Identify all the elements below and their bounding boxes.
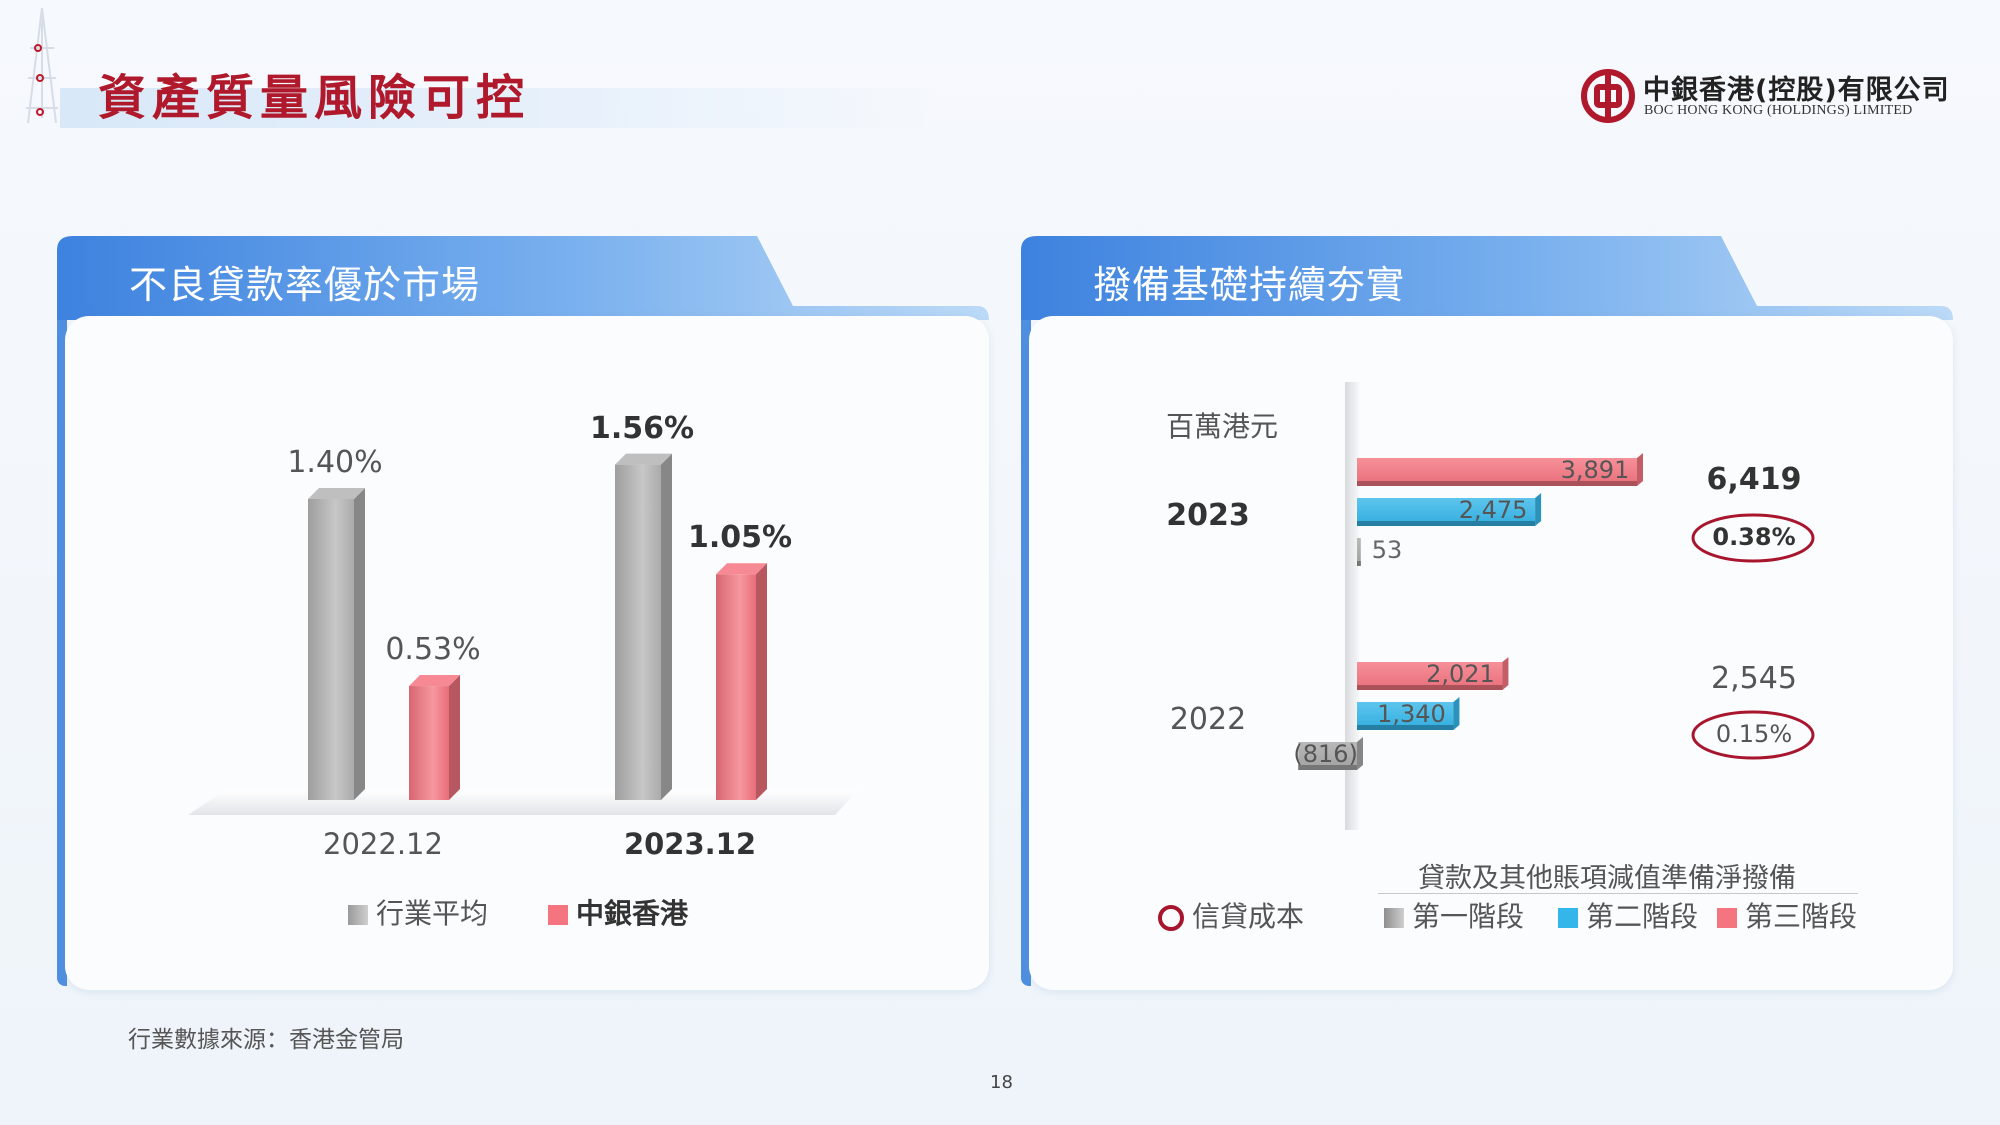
legend-swatch [1158, 905, 1184, 931]
credit-cost-label: 0.15% [1715, 720, 1793, 748]
boc-logo-icon [1581, 69, 1635, 123]
bar-2022-2 [1298, 737, 1363, 770]
company-name-cn: 中銀香港(控股)有限公司 [1643, 75, 1950, 106]
footnote: 行業數據來源：香港金管局 [128, 1027, 404, 1053]
data-label: (816) [1293, 740, 1358, 768]
data-label: 1,340 [1377, 700, 1446, 728]
bar-2022-1 [1357, 697, 1460, 730]
panel-accent-edge [1021, 286, 1031, 986]
legend-group-title: 貸款及其他賬項減值準備淨撥備 [1418, 863, 1796, 894]
page-number: 18 [990, 1072, 1013, 1093]
panel-title: 撥備基礎持續夯實 [1093, 263, 1406, 307]
bar-2023-0 [1357, 453, 1643, 486]
bar-2023.12-0 [615, 453, 672, 800]
legend-swatch [348, 905, 368, 925]
legend-stage-2: 第二階段 [1558, 895, 1698, 935]
legend-swatch [548, 905, 568, 925]
bar-2022.12-1 [409, 675, 460, 800]
legend-swatch [1558, 908, 1578, 928]
legend-swatch [1717, 908, 1737, 928]
data-label: 1.56% [589, 410, 695, 446]
bar-2023-1 [1357, 493, 1542, 526]
panel-header-tab [1021, 236, 1953, 320]
legend-stage-1: 第一階段 [1384, 895, 1524, 935]
legend-label: 行業平均 [376, 897, 489, 930]
legend-divider [1378, 893, 1858, 894]
credit-cost-circle [1691, 710, 1815, 760]
bar-2023-2 [1357, 538, 1361, 566]
legend-label: 第一階段 [1412, 900, 1525, 933]
panel-title: 不良貸款率優於市場 [129, 263, 481, 307]
legend-bochk: 中銀香港 [548, 892, 688, 932]
panel-header-tab [57, 236, 989, 320]
bar-2022.12-0 [308, 488, 365, 800]
legend-label: 第二階段 [1586, 900, 1699, 933]
panel-accent-edge [57, 286, 67, 986]
category-label: 2023 [1166, 498, 1250, 533]
category-label: 2022 [1169, 702, 1247, 737]
page-title: 資產質量風險可控 [98, 70, 531, 126]
panel-body [65, 316, 989, 990]
legend-industry-average: 行業平均 [348, 892, 488, 932]
legend-swatch [1384, 908, 1404, 928]
company-name-en: BOC HONG KONG (HOLDINGS) LIMITED [1644, 103, 1913, 118]
data-label: 1.40% [287, 445, 383, 480]
chart-axis-wall [1345, 382, 1359, 830]
provision-panel: 撥備基礎持續夯實 [1021, 236, 1953, 990]
legend-label: 信貸成本 [1192, 900, 1305, 933]
legend-label: 第三階段 [1745, 900, 1858, 933]
data-label: 53 [1371, 536, 1403, 564]
bar-2023.12-1 [716, 563, 767, 800]
category-label: 2022.12 [323, 827, 443, 861]
title-band [60, 88, 940, 128]
data-label: 2,475 [1458, 496, 1528, 524]
credit-cost-label: 0.38% [1712, 523, 1796, 551]
credit-cost-circle [1691, 513, 1815, 563]
category-label: 2023.12 [623, 827, 757, 861]
npl-ratio-panel: 不良貸款率優於市場 [57, 236, 989, 990]
unit-label: 百萬港元 [1166, 410, 1279, 443]
total-label: 2,545 [1711, 661, 1797, 696]
total-label: 6,419 [1706, 462, 1802, 497]
data-label: 3,891 [1560, 456, 1630, 484]
legend-stage-3: 第三階段 [1717, 895, 1857, 935]
data-label: 2,021 [1426, 660, 1495, 688]
bank-tower-logo-decoration [26, 8, 58, 124]
data-label: 1.05% [687, 520, 793, 556]
legend-credit-cost: 信貸成本 [1158, 895, 1304, 935]
bar-2022-0 [1357, 657, 1509, 690]
data-label: 0.53% [385, 632, 481, 668]
panel-body [1029, 316, 1953, 990]
legend-label: 中銀香港 [576, 897, 689, 930]
